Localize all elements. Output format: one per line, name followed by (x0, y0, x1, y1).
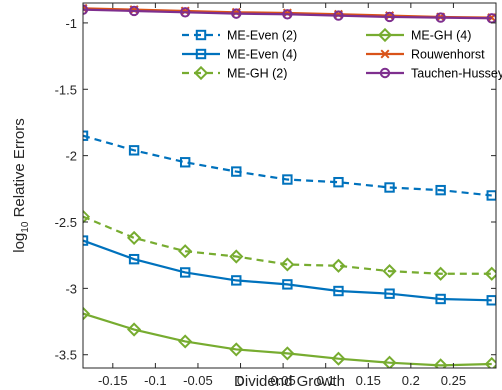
y-tick-label: -1.5 (55, 82, 77, 97)
legend-label: ME-Even (2) (227, 29, 297, 43)
x-tick-label: -0.15 (98, 373, 128, 388)
y-tick-label: -1 (65, 16, 77, 31)
series-me-even-2 (79, 132, 496, 200)
legend-item-rouwenhorst: Rouwenhorst (366, 48, 485, 62)
x-tick-label: 0.2 (402, 373, 420, 388)
y-axis-label-rest: Relative Errors (11, 118, 28, 221)
y-tick-label: -3.5 (55, 348, 77, 363)
legend-item-me-gh-4: ME-GH (4) (366, 29, 471, 43)
y-axis-label: log10 Relative Errors (11, 118, 31, 253)
legend-label: ME-Even (4) (227, 48, 297, 62)
y-axis-label-subscript: 10 (20, 221, 31, 233)
series-me-gh-2 (77, 211, 497, 279)
y-tick-label: -3 (65, 281, 77, 296)
data-point-me-gh-2 (128, 232, 139, 243)
series-line-me-gh-2 (83, 217, 492, 274)
legend-item-tauchen-hussey: Tauchen-Hussey (366, 67, 502, 81)
x-tick-label: 0.15 (356, 373, 381, 388)
legend-label: Rouwenhorst (411, 48, 485, 62)
series-line-me-gh-4 (83, 314, 492, 366)
x-tick-label: 0.25 (441, 373, 466, 388)
legend-item-me-even-2: ME-Even (2) (182, 29, 297, 43)
x-tick-label: -0.1 (144, 373, 166, 388)
y-axis-label-log: log (11, 233, 28, 253)
series-line-me-even-2 (83, 136, 492, 196)
x-tick-label: -0.05 (183, 373, 213, 388)
series-tauchen-hussey (79, 5, 496, 22)
legend-item-me-even-4: ME-Even (4) (182, 48, 297, 62)
legend-label: ME-GH (4) (411, 29, 471, 43)
legend-item-me-gh-2: ME-GH (2) (182, 67, 287, 81)
y-tick-label: -2.5 (55, 215, 77, 230)
legend-label: Tauchen-Hussey (411, 67, 502, 81)
y-tick-label: -2 (65, 149, 77, 164)
x-axis-label: Dividend Growth (234, 373, 345, 390)
series-me-gh-4 (77, 308, 497, 371)
legend: ME-Even (2) ME-GH (4) ME-Even (4) Rouwenhor… (182, 29, 502, 81)
legend-label: ME-GH (2) (227, 67, 287, 81)
